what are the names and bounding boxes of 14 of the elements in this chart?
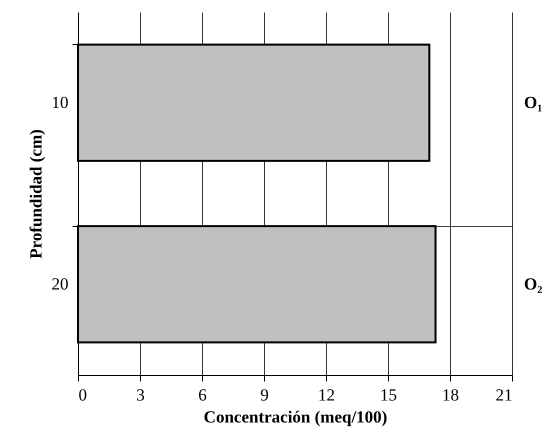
x-axis-title: Concentración (meq/100) xyxy=(204,408,388,426)
x-tick-label: 3 xyxy=(136,386,145,404)
text: O₂ xyxy=(524,274,542,294)
y-tick-label: 10 xyxy=(52,92,68,112)
x-tick-label: 6 xyxy=(198,386,207,404)
x-tick-label: 12 xyxy=(318,386,335,404)
x-tick-label: 21 xyxy=(496,386,512,404)
y-axis-title: Profundidad (cm) xyxy=(26,129,46,259)
x-tick-label: 15 xyxy=(380,386,397,404)
x-tick-label: 0 xyxy=(78,386,87,404)
x-tick-label: 9 xyxy=(260,386,269,404)
text: O₁ xyxy=(524,92,542,112)
x-tick-label: 18 xyxy=(442,386,459,404)
y-tick-label: 20 xyxy=(52,274,68,294)
